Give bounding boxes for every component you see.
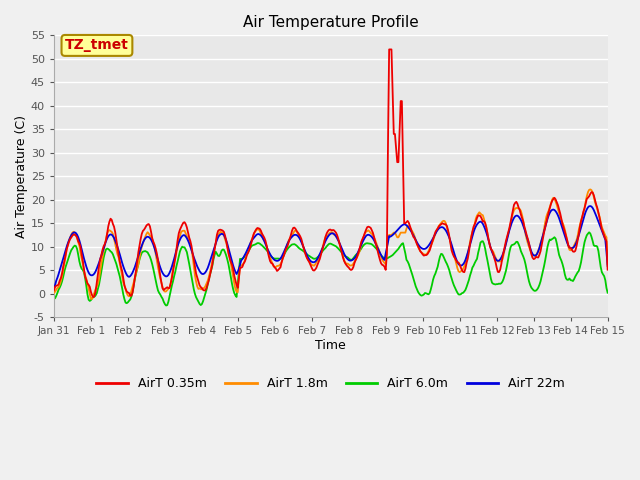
AirT 6.0m — [285, 245, 292, 251]
AirT 0.35m — [361, 230, 369, 236]
Line: AirT 22m: AirT 22m — [54, 206, 607, 288]
AirT 22m — [553, 210, 561, 216]
AirT 6.0m — [361, 241, 369, 247]
AirT 22m — [360, 237, 367, 242]
AirT 6.0m — [554, 246, 562, 252]
AirT 22m — [604, 263, 611, 269]
AirT 22m — [457, 263, 465, 268]
AirT 6.0m — [223, 257, 231, 263]
AirT 0.35m — [50, 288, 58, 293]
Legend: AirT 0.35m, AirT 1.8m, AirT 6.0m, AirT 22m: AirT 0.35m, AirT 1.8m, AirT 6.0m, AirT 2… — [92, 372, 570, 396]
AirT 1.8m — [586, 187, 594, 192]
AirT 1.8m — [50, 290, 58, 296]
AirT 0.35m — [385, 47, 393, 52]
X-axis label: Time: Time — [316, 339, 346, 352]
Text: TZ_tmet: TZ_tmet — [65, 38, 129, 52]
AirT 1.8m — [604, 261, 611, 267]
AirT 1.8m — [458, 267, 466, 273]
AirT 0.35m — [285, 240, 292, 245]
AirT 22m — [222, 237, 230, 243]
AirT 6.0m — [162, 302, 170, 308]
AirT 6.0m — [388, 253, 396, 259]
AirT 1.8m — [285, 238, 292, 243]
AirT 22m — [50, 286, 58, 291]
AirT 0.35m — [604, 267, 611, 273]
AirT 1.8m — [88, 296, 96, 302]
AirT 0.35m — [90, 294, 97, 300]
Title: Air Temperature Profile: Air Temperature Profile — [243, 15, 419, 30]
Y-axis label: Air Temperature (C): Air Temperature (C) — [15, 115, 28, 238]
Line: AirT 0.35m: AirT 0.35m — [54, 49, 607, 297]
AirT 6.0m — [604, 290, 611, 296]
AirT 22m — [387, 234, 394, 240]
AirT 0.35m — [556, 206, 563, 212]
AirT 1.8m — [223, 244, 231, 250]
AirT 6.0m — [586, 229, 593, 235]
AirT 0.35m — [223, 244, 231, 250]
AirT 6.0m — [50, 295, 58, 300]
AirT 1.8m — [554, 206, 562, 212]
AirT 1.8m — [388, 232, 396, 238]
AirT 1.8m — [361, 230, 369, 236]
AirT 22m — [586, 203, 594, 209]
AirT 0.35m — [460, 269, 467, 275]
Line: AirT 6.0m: AirT 6.0m — [54, 232, 607, 305]
AirT 6.0m — [458, 290, 466, 296]
Line: AirT 1.8m: AirT 1.8m — [54, 190, 607, 299]
AirT 22m — [284, 241, 291, 247]
AirT 0.35m — [388, 89, 396, 95]
